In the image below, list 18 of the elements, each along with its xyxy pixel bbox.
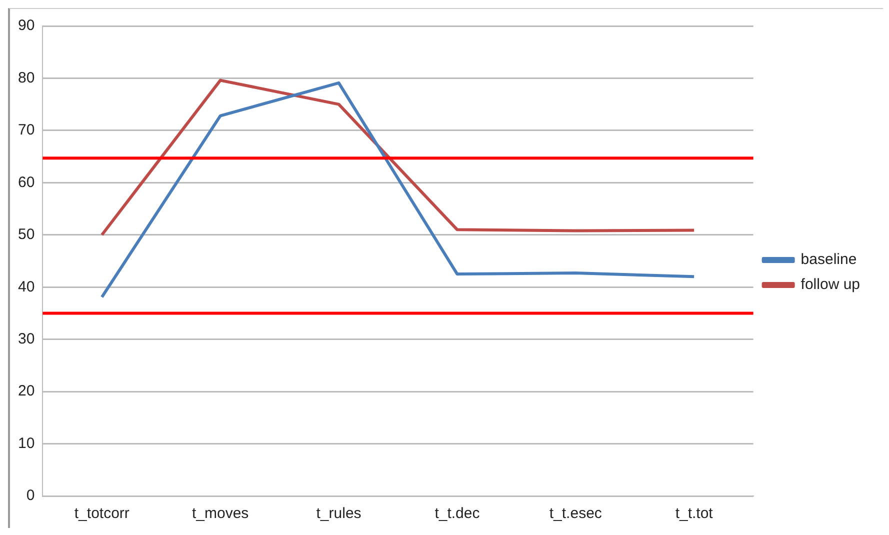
- y-tick-label: 90: [18, 17, 35, 34]
- x-tick-label: t_t.dec: [434, 505, 480, 522]
- y-tick-label: 0: [26, 487, 35, 504]
- x-tick-label: t_rules: [316, 505, 362, 522]
- y-tick-label: 30: [18, 330, 35, 348]
- y-tick-label: 70: [18, 122, 35, 139]
- x-tick-label: t_totcorr: [74, 505, 130, 522]
- y-tick-label: 40: [18, 278, 35, 296]
- x-tick-label: t_t.esec: [549, 505, 602, 522]
- legend-label: baseline: [800, 251, 857, 268]
- x-tick-label: t_moves: [192, 505, 249, 522]
- y-tick-label: 10: [18, 434, 35, 452]
- y-tick-label: 80: [18, 69, 35, 86]
- legend-label: follow up: [800, 276, 860, 294]
- y-tick-label: 60: [18, 174, 35, 191]
- y-tick-label: 50: [18, 226, 35, 244]
- y-tick-label: 20: [18, 382, 35, 400]
- x-tick-label: t_t.tot: [675, 505, 714, 522]
